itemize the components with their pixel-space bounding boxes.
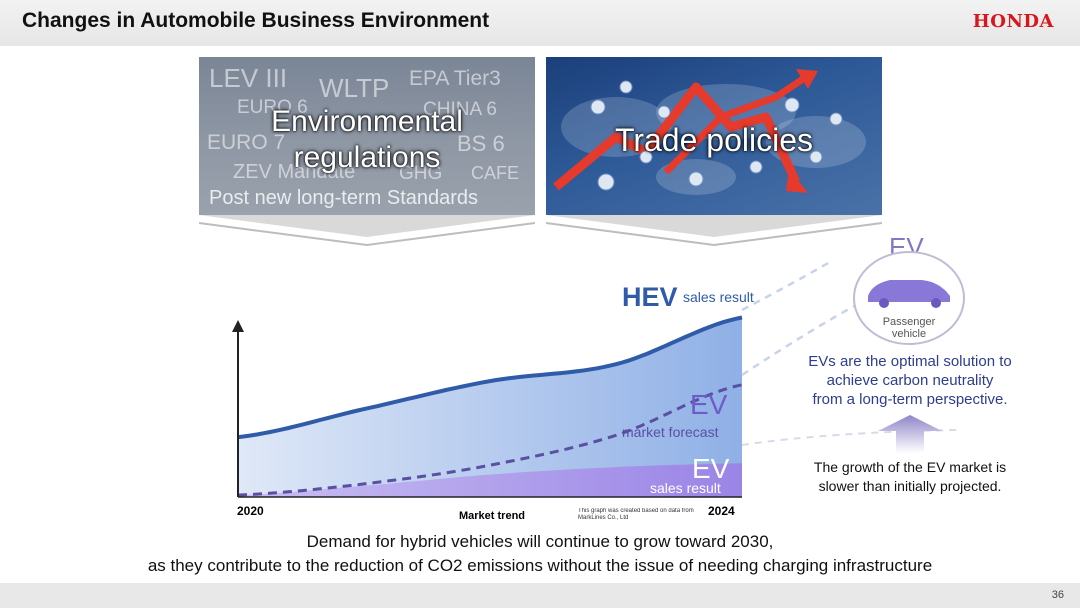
- bg-word: EURO 7: [207, 131, 286, 154]
- ev-forecast-line: [237, 383, 743, 497]
- y-axis-arrow: [232, 320, 244, 332]
- ev-statement-line3: from a long-term perspective.: [812, 391, 1008, 408]
- environmental-title-line2: regulations: [293, 141, 441, 174]
- ev-sales-area: [238, 463, 742, 497]
- ev-statement-line2: achieve carbon neutrality: [826, 372, 994, 389]
- conclusion-line2: as they contribute to the reduction of C…: [147, 556, 933, 575]
- growth-line1: The growth of the EV market is: [813, 459, 1007, 475]
- bg-word: EURO 6: [237, 97, 308, 118]
- trade-title: Trade policies: [614, 122, 813, 158]
- page-title: Changes in Automobile Business Environme…: [22, 9, 490, 32]
- hev-series-sublabel: sales result: [683, 289, 754, 305]
- page-number: 36: [1051, 589, 1064, 601]
- panel-chevron-left: [199, 215, 535, 247]
- x-tick-label: 2020: [237, 504, 264, 518]
- data-source-note-wrap: This graph was created based on data fro…: [578, 508, 694, 521]
- bg-word: BS 6: [457, 131, 505, 156]
- ev-vehicle-badge: [853, 251, 965, 345]
- header-bar: Changes in Automobile Business Environme…: [0, 0, 1080, 46]
- x-tick-label: 2024: [708, 504, 735, 518]
- bg-word: CHINA 6: [423, 99, 497, 120]
- honda-logo: HONDA: [972, 11, 1054, 32]
- ev-sales-sublabel: sales result: [650, 480, 721, 496]
- conclusion-line1: Demand for hybrid vehicles will continue…: [306, 532, 774, 551]
- ev-forecast-label: EV: [690, 389, 728, 420]
- hev-extrapolation-line: [741, 260, 831, 312]
- bottom-bar: [0, 583, 1080, 608]
- bg-word: ZEV Mandate: [233, 161, 356, 183]
- environmental-title-line1: Environmental: [271, 105, 463, 138]
- trade-illustration: [553, 69, 866, 195]
- up-arrow-icon: [878, 415, 942, 453]
- bg-word: GHG: [399, 163, 443, 184]
- hev-area: [238, 317, 742, 497]
- trade-policies-panel: Trade policies: [546, 57, 882, 215]
- bg-word: WLTP: [319, 73, 390, 103]
- data-source-note: This graph was created based on data fro…: [578, 508, 694, 521]
- ev-forecast-sublabel: market forecast: [622, 424, 719, 440]
- panel-chevron-right: [546, 215, 882, 247]
- hev-series-label: HEV: [622, 282, 678, 312]
- environmental-regulations-panel: LEV III WLTP EPA Tier3 EURO 6 CHINA 6 EU…: [199, 57, 535, 215]
- hev-line: [237, 315, 743, 440]
- bg-word: EPA Tier3: [409, 67, 501, 90]
- bg-word: CAFE: [471, 163, 520, 183]
- growth-line2: slower than initially projected.: [818, 478, 1002, 494]
- vehicle-label: Passenger vehicle: [882, 316, 936, 340]
- bg-word: LEV III: [209, 63, 288, 93]
- ev-sales-label: EV: [692, 453, 730, 484]
- car-icon: [868, 280, 950, 302]
- x-axis-label: Market trend: [459, 510, 525, 522]
- ev-statement-line1: EVs are the optimal solution to: [808, 353, 1012, 370]
- bg-word: Post new long-term Standards: [209, 187, 479, 209]
